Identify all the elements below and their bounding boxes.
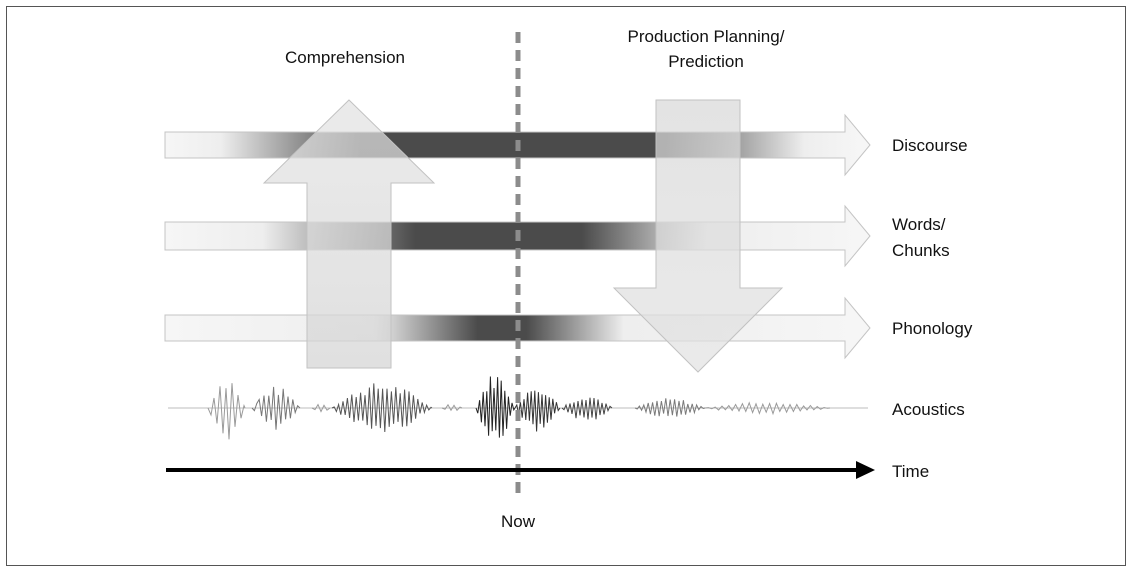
now-label: Now xyxy=(501,512,536,531)
production-planning-label: Production Planning/ xyxy=(628,27,785,46)
prediction-label: Prediction xyxy=(668,52,744,71)
waveform-segment xyxy=(251,386,301,430)
processing-diagram: Comprehension Production Planning/ Predi… xyxy=(164,27,973,531)
comprehension-up-arrow xyxy=(262,99,436,369)
production-down-arrow xyxy=(612,99,784,373)
time-arrow xyxy=(166,461,875,479)
discourse-label: Discourse xyxy=(892,136,968,155)
waveform-segment xyxy=(475,376,516,438)
chunks-label: Chunks xyxy=(892,241,950,260)
waveform-segment xyxy=(331,383,433,433)
waveform-segment xyxy=(561,397,613,420)
acoustics-waveform xyxy=(168,376,868,440)
acoustics-label: Acoustics xyxy=(892,400,965,419)
waveform-segment xyxy=(704,401,831,416)
waveform-segment xyxy=(311,403,331,413)
waveform-segment xyxy=(514,390,561,432)
words-label: Words/ xyxy=(892,215,946,234)
time-label: Time xyxy=(892,462,929,481)
phonology-label: Phonology xyxy=(892,319,973,338)
waveform-segment xyxy=(441,403,463,412)
waveform-segment xyxy=(207,383,246,440)
comprehension-label: Comprehension xyxy=(285,48,405,67)
waveform-segment xyxy=(634,398,706,417)
